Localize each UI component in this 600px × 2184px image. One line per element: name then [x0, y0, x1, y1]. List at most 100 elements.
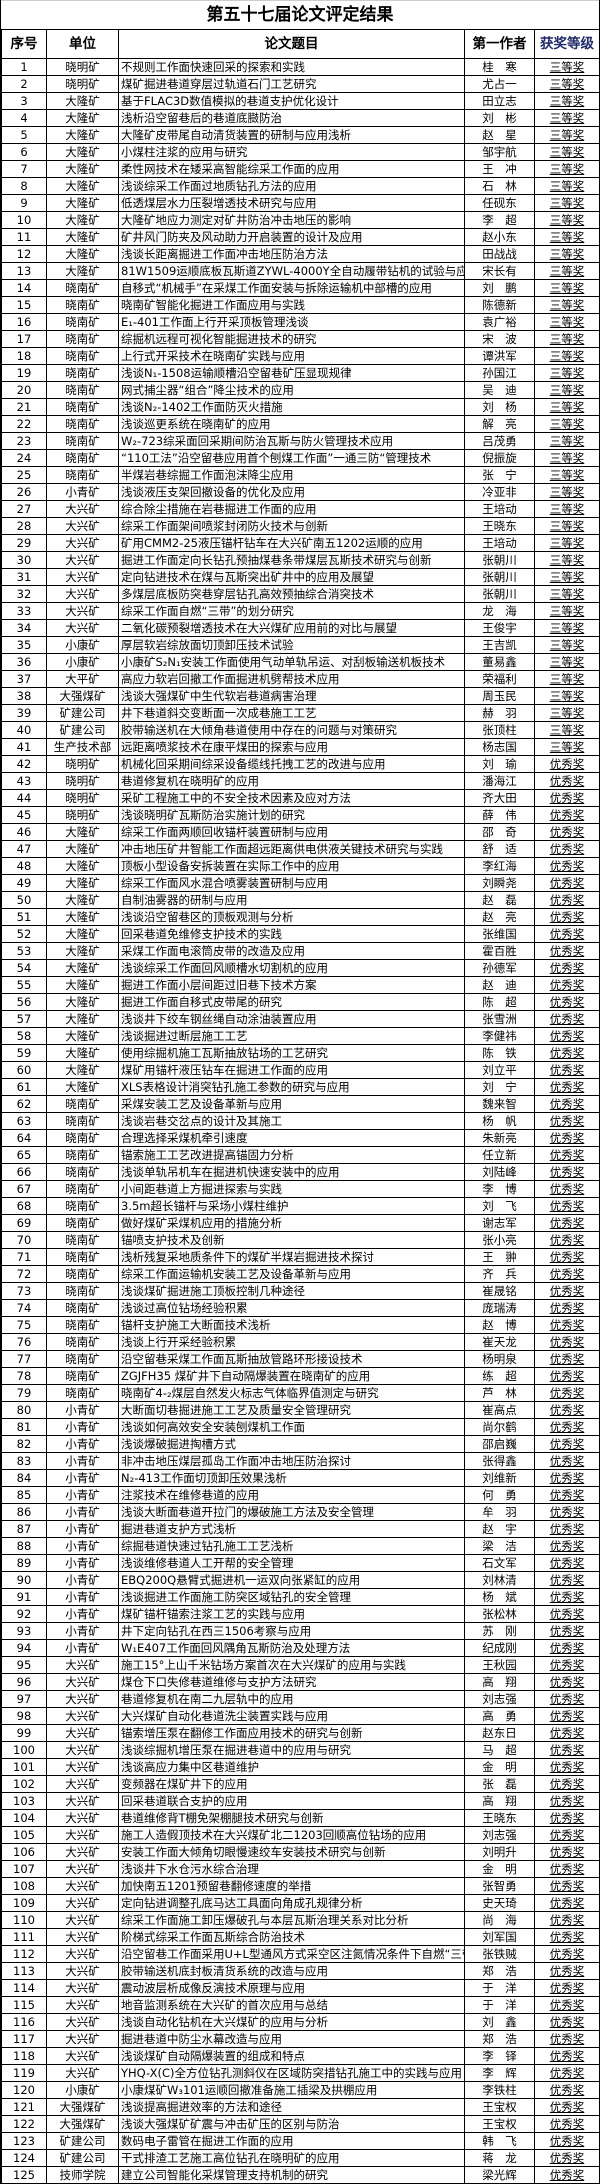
- cell-unit: 小青矿: [46, 1639, 119, 1657]
- cell-paper-title: 锚索增压泵在翻修工作面应用技术的研究与创新: [118, 1724, 465, 1742]
- cell-paper-title: 浅谈爆破掘进掏槽方式: [118, 1435, 465, 1453]
- cell-paper-title: 晓南矿智能化掘进工作面应用与实践: [118, 296, 465, 314]
- table-row: 21 晓南矿 浅谈N₂-1402工作面防灭火措施刘 杨三等奖: [1, 398, 600, 416]
- table-row: 34 大兴矿 二氧化碳预裂增透技术在大兴煤矿应用前的对比与展望 王俊宇 三等奖: [1, 619, 600, 637]
- cell-no: 108: [1, 1877, 47, 1895]
- cell-award: 优秀奖: [534, 976, 600, 994]
- cell-author: 金 明: [464, 1860, 535, 1878]
- table-row: 65 晓南矿 锚索施工工艺改进提高锚固力分析 任立新 优秀奖: [1, 1146, 600, 1164]
- cell-unit: 晓南矿: [46, 1316, 119, 1334]
- cell-paper-title: ZGJFH35 煤矿井下自动隔爆装置在晓南矿的应用: [118, 1367, 465, 1385]
- table-row: 70 晓南矿 锚喷支护技术及创新 张小亮 优秀奖: [1, 1231, 600, 1249]
- cell-author: 李红海: [464, 857, 535, 875]
- cell-award: 优秀奖: [534, 1146, 600, 1164]
- cell-award: 三等奖: [534, 585, 600, 603]
- cell-unit: 晓南矿: [46, 415, 119, 433]
- cell-author: 庞瑞涛: [464, 1299, 535, 1317]
- cell-author: 张朝川: [464, 568, 535, 586]
- cell-author: 崔高点: [464, 1401, 535, 1419]
- cell-author: 王秋园: [464, 1656, 535, 1674]
- cell-author: 杨 斌: [464, 1588, 535, 1606]
- cell-paper-title: YHQ-X(C)全方位钻孔测斜仪在区域防突措钻孔施工中的实践与应用: [118, 2064, 465, 2082]
- cell-unit: 大兴矿: [46, 1690, 119, 1708]
- table-row: 74 晓南矿 浅谈过高位钻场经验积累 庞瑞涛 优秀奖: [1, 1299, 600, 1317]
- cell-author: 王吉凯: [464, 636, 535, 654]
- cell-unit: 大隆矿: [46, 925, 119, 943]
- cell-no: 103: [1, 1792, 47, 1810]
- cell-author: 孙国江: [464, 364, 535, 382]
- cell-award: 优秀奖: [534, 1622, 600, 1640]
- cell-author: 于 洋: [464, 1996, 535, 2014]
- cell-author: 宋 波: [464, 330, 535, 348]
- cell-no: 8: [1, 177, 47, 195]
- table-row: 32 大兴矿 多煤层底板防突巷穿层钻孔高效预抽综合消突技术 张朝川 三等奖: [1, 585, 600, 603]
- cell-author: 张铁贼: [464, 1945, 535, 1963]
- table-row: 4 大隆矿 浅析沿空留巷后的巷道底臌防治刘 彬三等奖: [1, 109, 600, 127]
- cell-paper-title: 远距离喷浆技术在康平煤田的探索与应用: [118, 738, 465, 756]
- cell-paper-title: XLS表格设计消突钻孔施工参数的研究与应用: [118, 1078, 465, 1096]
- cell-paper-title: 综掘巷道快速过钻孔施工工艺浅析: [118, 1537, 465, 1555]
- cell-paper-title: 锚喷支护技术及创新: [118, 1231, 465, 1249]
- cell-author: 王 冲: [464, 160, 535, 178]
- cell-paper-title: 自移式“机械手”在采煤工作面安装与拆除运输机中部槽的应用: [118, 279, 465, 297]
- cell-award: 优秀奖: [534, 2013, 600, 2031]
- cell-paper-title: 小康煤矿W₃101运顺回撤准备施工插梁及拱棚应用: [118, 2081, 465, 2099]
- cell-award: 三等奖: [534, 534, 600, 552]
- cell-no: 73: [1, 1282, 47, 1300]
- cell-no: 99: [1, 1724, 47, 1742]
- cell-award: 三等奖: [534, 500, 600, 518]
- cell-award: 优秀奖: [534, 1061, 600, 1079]
- cell-award: 三等奖: [534, 330, 600, 348]
- cell-unit: 小青矿: [46, 1571, 119, 1589]
- cell-no: 105: [1, 1826, 47, 1844]
- cell-no: 76: [1, 1333, 47, 1351]
- table-row: 6 大隆矿 小煤柱注浆的应用与研究 邹宇航 三等奖: [1, 143, 600, 161]
- cell-no: 93: [1, 1622, 47, 1640]
- cell-paper-title: N₂-413工作面切顶卸压效果浅析: [118, 1469, 465, 1487]
- cell-no: 10: [1, 211, 47, 229]
- table-row: 1 晓明矿 不规则工作面快速回采的探索和实践桂 寒三等奖: [1, 58, 600, 76]
- cell-no: 75: [1, 1316, 47, 1334]
- table-row: 50 大隆矿 自制油雾器的研制与应用赵 磊优秀奖: [1, 891, 600, 909]
- cell-unit: 大隆矿: [46, 976, 119, 994]
- cell-no: 51: [1, 908, 47, 926]
- table-row: 35 小康矿 厚层软岩综放面切顶卸压技术试验 王吉凯 三等奖: [1, 636, 600, 654]
- cell-author: 马 超: [464, 1741, 535, 1759]
- cell-unit: 大隆矿: [46, 942, 119, 960]
- cell-no: 9: [1, 194, 47, 212]
- cell-unit: 大隆矿: [46, 993, 119, 1011]
- cell-author: 魏来智: [464, 1095, 535, 1113]
- cell-award: 优秀奖: [534, 1367, 600, 1385]
- cell-award: 三等奖: [534, 568, 600, 586]
- table-body: 1 晓明矿 不规则工作面快速回采的探索和实践桂 寒三等奖 2 晓明矿 煤矿掘进巷道穿层过轨…: [1, 58, 600, 2184]
- cell-unit: 晓南矿: [46, 296, 119, 314]
- cell-unit: 矿建公司: [46, 2149, 119, 2167]
- cell-paper-title: 煤矿用锚杆液压钻车在掘进工作面的应用: [118, 1061, 465, 1079]
- cell-author: 陈德新: [464, 296, 535, 314]
- cell-paper-title: 基于FLAC3D数值模拟的巷道支护优化设计: [118, 92, 465, 110]
- cell-award: 优秀奖: [534, 1333, 600, 1351]
- cell-paper-title: 浅谈岩巷交岔点的设计及其施工: [118, 1112, 465, 1130]
- table-row: 82 小青矿 浅谈爆破掘进掏槽方式 邵启巍 优秀奖: [1, 1435, 600, 1453]
- cell-paper-title: 井下定向钻孔在西三1506考察与应用: [118, 1622, 465, 1640]
- cell-author: 韩 飞: [464, 2132, 535, 2150]
- cell-award: 三等奖: [534, 92, 600, 110]
- cell-award: 优秀奖: [534, 823, 600, 841]
- cell-award: 优秀奖: [534, 1554, 600, 1572]
- cell-unit: 晓南矿: [46, 1282, 119, 1300]
- cell-no: 70: [1, 1231, 47, 1249]
- table-row: 84 小青矿 N₂-413工作面切顶卸压效果浅析 刘维新 优秀奖: [1, 1469, 600, 1487]
- cell-unit: 晓明矿: [46, 58, 119, 76]
- table-row: 39 矿建公司 井下巷道斜交变断面一次成巷施工工艺赫 羽三等奖: [1, 704, 600, 722]
- cell-paper-title: 综采工作面架间喷浆封闭防火技术与创新: [118, 517, 465, 535]
- cell-paper-title: 采煤安装工艺及设备革新与应用: [118, 1095, 465, 1113]
- cell-award: 优秀奖: [534, 891, 600, 909]
- cell-no: 13: [1, 262, 47, 280]
- cell-unit: 大兴矿: [46, 534, 119, 552]
- cell-no: 20: [1, 381, 47, 399]
- cell-author: 袁广裕: [464, 313, 535, 331]
- cell-award: 优秀奖: [534, 1112, 600, 1130]
- cell-unit: 小青矿: [46, 1401, 119, 1419]
- table-row: 69 晓南矿 做好煤矿采煤机应用的措施分析 谢志军 优秀奖: [1, 1214, 600, 1232]
- cell-paper-title: 施工人造假顶技术在大兴煤矿北二1203回顺高位钻场的应用: [118, 1826, 465, 1844]
